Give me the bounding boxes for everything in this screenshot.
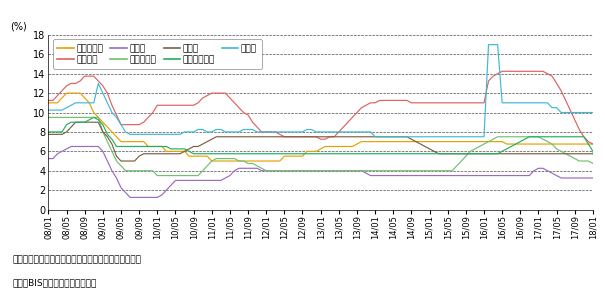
南アフリカ	[584, 142, 592, 146]
コロンビア	[594, 164, 601, 168]
インドネシア	[557, 135, 564, 139]
コロンビア	[226, 157, 234, 160]
Text: 備考：政策金利の下落の傾向が顕著な新興国を抽出。: 備考：政策金利の下落の傾向が顕著な新興国を抽出。	[12, 255, 141, 264]
Legend: 南アフリカ, ブラジル, ペルー, コロンビア, インド, インドネシア, ロシア: 南アフリカ, ブラジル, ペルー, コロンビア, インド, インドネシア, ロシ…	[53, 40, 261, 69]
ブラジル	[221, 91, 229, 95]
ペルー	[353, 169, 361, 173]
ペルー	[403, 174, 410, 177]
ペルー	[594, 179, 601, 182]
ブラジル	[589, 142, 597, 146]
南アフリカ	[45, 101, 52, 104]
コロンビア	[348, 169, 356, 173]
インド	[117, 159, 125, 163]
ロシア	[45, 108, 52, 112]
Line: コロンビア: コロンビア	[48, 117, 597, 175]
インドネシア	[226, 152, 234, 155]
ブラジル	[45, 99, 52, 102]
ロシア	[594, 111, 601, 114]
ブラジル	[580, 135, 587, 139]
ロシア	[344, 130, 352, 134]
インドネシア	[580, 135, 587, 139]
ペルー	[584, 176, 592, 180]
コロンビア	[399, 169, 406, 173]
インド	[353, 135, 361, 139]
ペルー	[181, 179, 188, 182]
ロシア	[485, 43, 492, 46]
インドネシア	[177, 147, 184, 151]
インドネシア	[399, 152, 406, 155]
Line: ロシア: ロシア	[48, 45, 597, 137]
インド	[562, 152, 569, 155]
ブラジル	[172, 104, 179, 107]
ブラジル	[557, 89, 564, 93]
インド	[231, 135, 238, 139]
ペルー	[231, 169, 238, 173]
コロンビア	[557, 150, 564, 153]
インドネシア	[594, 179, 601, 182]
インド	[594, 152, 601, 155]
ペルー	[68, 145, 75, 148]
Line: 南アフリカ: 南アフリカ	[48, 93, 597, 161]
Line: ブラジル: ブラジル	[48, 71, 597, 144]
ロシア	[371, 135, 379, 139]
南アフリカ	[594, 142, 601, 146]
インド	[45, 133, 52, 136]
南アフリカ	[177, 150, 184, 153]
コロンビア	[45, 116, 52, 119]
Line: インド: インド	[48, 122, 597, 161]
南アフリカ	[353, 142, 361, 146]
南アフリカ	[63, 91, 70, 95]
ロシア	[399, 135, 406, 139]
ブラジル	[594, 142, 601, 146]
ブラジル	[499, 70, 506, 73]
南アフリカ	[403, 140, 410, 143]
インドネシア	[90, 116, 97, 119]
インド	[403, 135, 410, 139]
南アフリカ	[231, 159, 238, 163]
ロシア	[221, 130, 229, 134]
Line: ペルー: ペルー	[48, 146, 597, 197]
ロシア	[584, 111, 592, 114]
Text: (%): (%)	[10, 22, 27, 31]
インドネシア	[348, 152, 356, 155]
ペルー	[562, 176, 569, 180]
Text: 資料：BISから経済産業省作成。: 資料：BISから経済産業省作成。	[12, 278, 96, 287]
ロシア	[172, 133, 179, 136]
Line: インドネシア: インドネシア	[48, 117, 597, 180]
ロシア	[562, 111, 569, 114]
ブラジル	[394, 99, 402, 102]
コロンビア	[580, 159, 587, 163]
コロンビア	[154, 174, 161, 177]
ブラジル	[344, 120, 352, 124]
ペルー	[126, 196, 134, 199]
インド	[181, 150, 188, 153]
南アフリカ	[208, 159, 215, 163]
コロンビア	[177, 174, 184, 177]
インドネシア	[45, 130, 52, 134]
インド	[584, 152, 592, 155]
ペルー	[45, 157, 52, 160]
インド	[72, 120, 79, 124]
南アフリカ	[562, 142, 569, 146]
